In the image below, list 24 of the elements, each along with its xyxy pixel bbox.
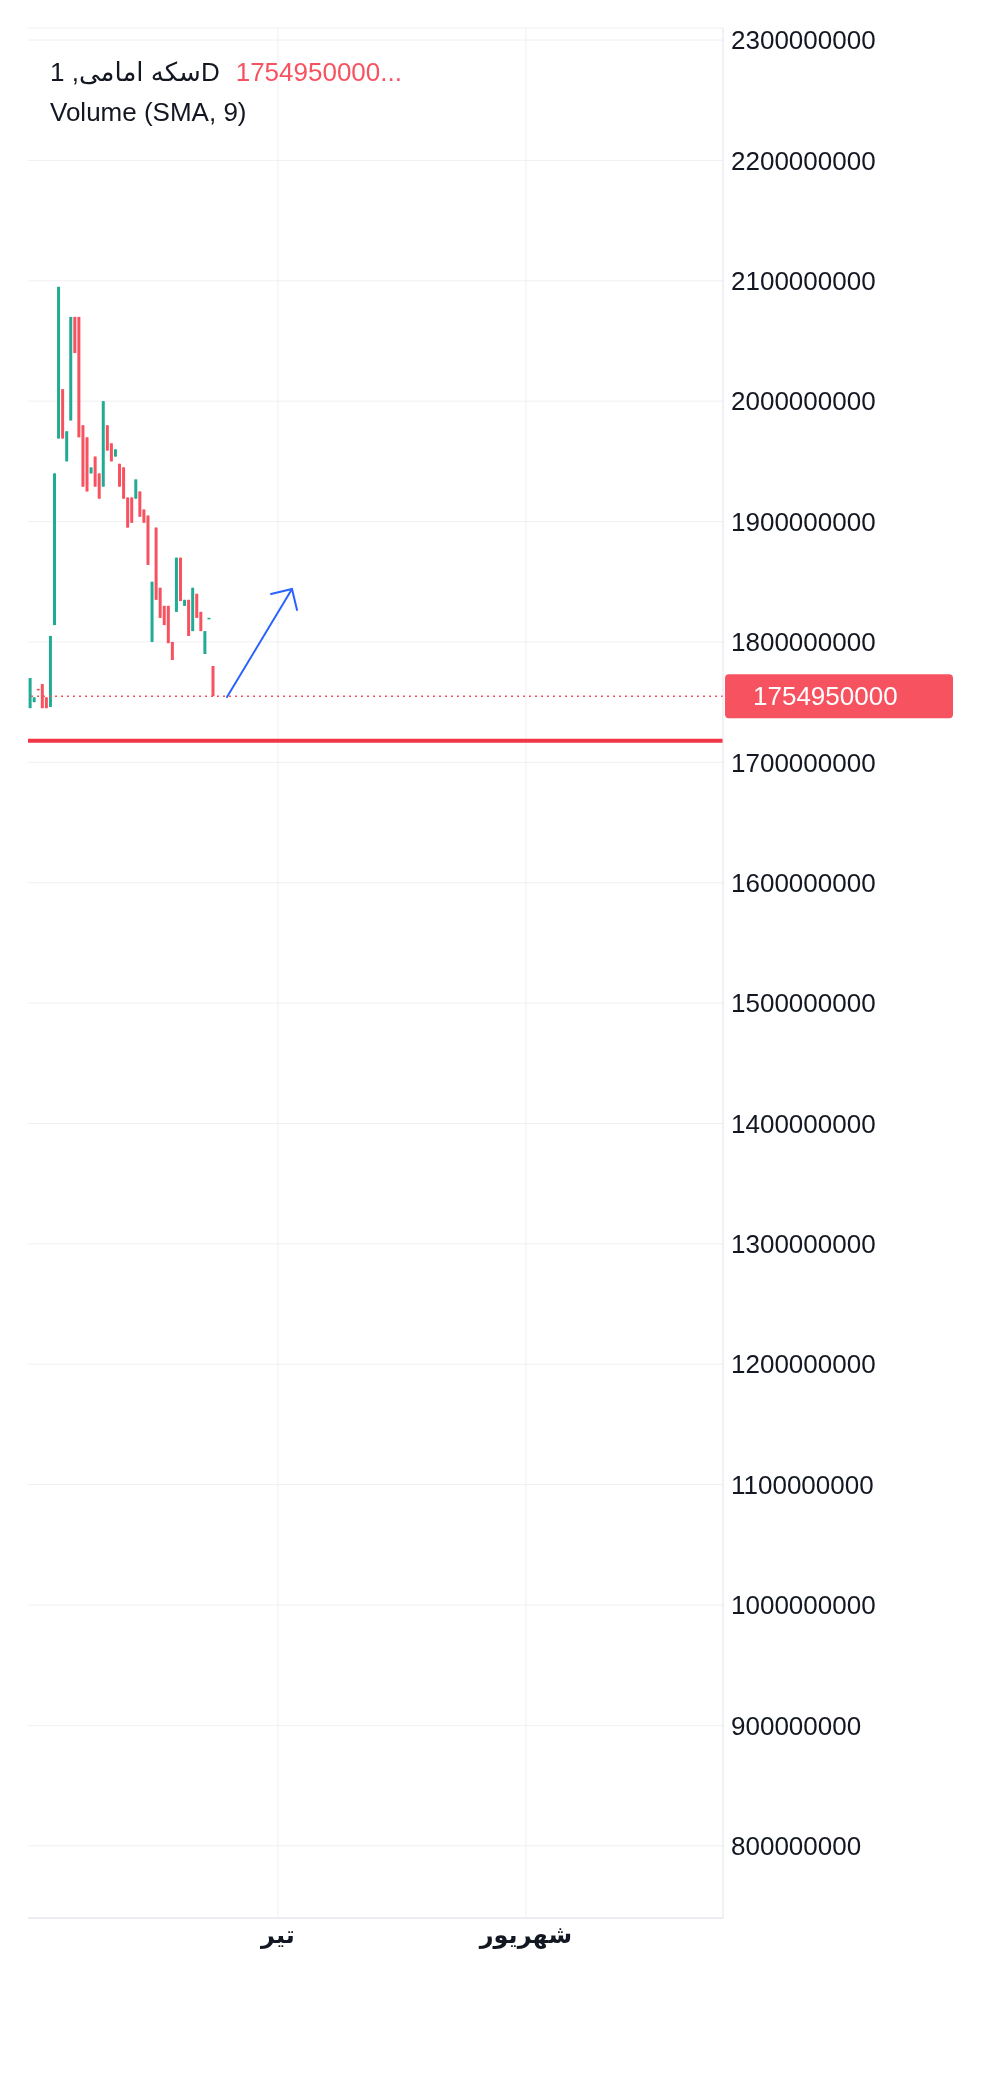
y-tick-label: 2000000000 [731, 386, 876, 417]
annotation: Volume (SMA, 9) [50, 96, 248, 129]
y-tick-label: 2300000000 [731, 25, 876, 56]
y-tick-label: 1500000000 [731, 988, 876, 1019]
y-tick-label: 1300000000 [731, 1229, 876, 1260]
x-tick-label: شهریور [478, 1921, 573, 1950]
y-tick-label: 2200000000 [731, 145, 876, 176]
y-tick-label: 1700000000 [731, 747, 876, 778]
y-tick-label: 2100000000 [731, 266, 876, 297]
x-tick-label: تیر [260, 1921, 295, 1950]
y-tick-label: 1800000000 [731, 627, 876, 658]
y-tick-label: 800000000 [731, 1831, 862, 1861]
y-tick-label: 1100000000 [731, 1469, 874, 1500]
annotation: 1754950000... [235, 57, 402, 87]
y-tick-label: 1000000000 [731, 1590, 876, 1621]
y-tick-label: 1600000000 [731, 867, 876, 898]
y-tick-label: 1400000000 [731, 1108, 876, 1139]
y-tick-label: 900000000 [731, 1710, 862, 1741]
ref-line-label: 1754950000 [753, 681, 898, 712]
text: سکه امامی, 1D [50, 57, 220, 87]
candlestick [203, 630, 207, 655]
candlestick [134, 478, 138, 500]
y-tick-label: 1200000000 [731, 1349, 876, 1380]
y-tick-label: 1900000000 [731, 506, 876, 537]
